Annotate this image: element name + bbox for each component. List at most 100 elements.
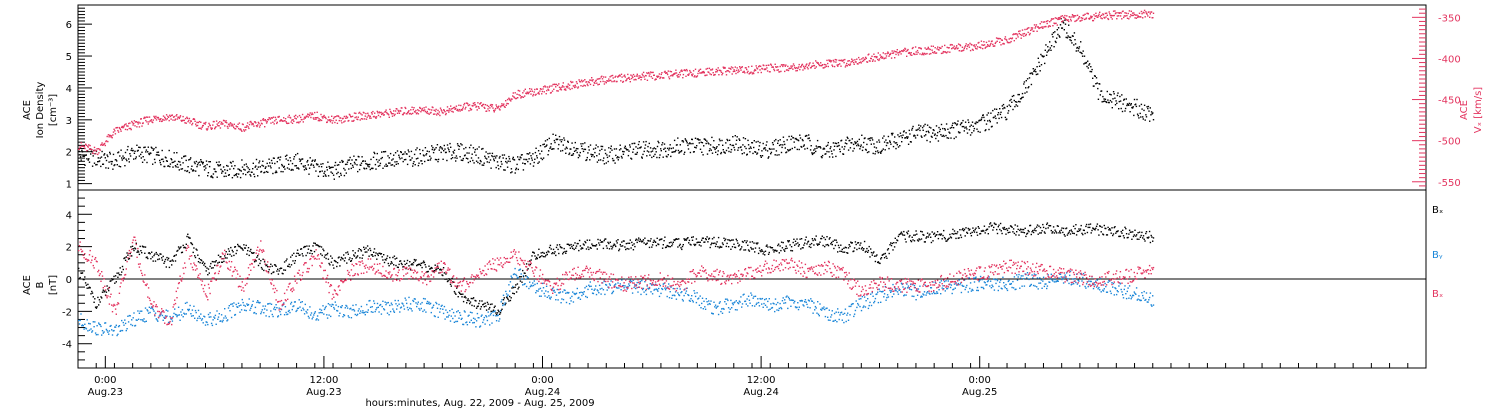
data-point — [793, 141, 795, 143]
data-point — [767, 253, 770, 255]
data-point — [877, 58, 879, 61]
density-tick-label: 5 — [66, 52, 72, 63]
data-point — [830, 60, 833, 62]
data-point — [717, 150, 719, 152]
data-point — [437, 109, 439, 112]
data-point — [821, 64, 824, 66]
data-point — [787, 150, 790, 152]
data-point — [535, 147, 537, 149]
data-point — [109, 151, 111, 154]
data-point — [146, 121, 148, 123]
data-point — [703, 145, 705, 147]
data-point — [602, 80, 604, 83]
data-point — [1013, 99, 1015, 102]
data-point — [361, 156, 363, 158]
data-point — [167, 115, 169, 118]
data-point — [627, 73, 629, 76]
data-point — [290, 256, 292, 258]
data-point — [429, 159, 432, 161]
data-point — [883, 141, 886, 143]
data-point — [79, 154, 81, 156]
data-point — [931, 49, 933, 51]
data-point — [886, 249, 889, 251]
data-point — [1074, 43, 1077, 45]
data-point — [377, 165, 380, 167]
data-point — [1046, 222, 1049, 224]
data-point — [123, 125, 125, 127]
data-point — [1026, 91, 1028, 93]
data-point — [827, 65, 829, 68]
data-point — [977, 226, 979, 228]
data-point — [449, 279, 451, 281]
data-point — [515, 97, 518, 100]
data-point — [1152, 237, 1155, 239]
data-point — [553, 252, 555, 255]
data-point — [873, 143, 875, 145]
data-point — [578, 154, 580, 156]
data-point — [261, 123, 263, 125]
data-point — [661, 238, 663, 240]
data-point — [519, 94, 521, 97]
data-point — [452, 281, 455, 283]
data-point — [500, 160, 502, 163]
data-point — [219, 121, 221, 123]
data-point — [585, 241, 587, 244]
data-point — [1021, 34, 1023, 37]
data-point — [152, 121, 154, 124]
data-point — [715, 151, 717, 153]
data-point — [975, 47, 977, 50]
data-point — [379, 253, 382, 255]
data-point — [352, 250, 354, 252]
data-point — [931, 136, 933, 138]
data-point — [446, 106, 449, 108]
data-point — [452, 281, 454, 283]
data-point — [220, 168, 222, 171]
data-point — [692, 236, 694, 238]
data-point — [343, 174, 346, 177]
data-point — [492, 107, 494, 109]
data-point — [1116, 230, 1118, 233]
data-point — [988, 40, 990, 42]
data-point — [957, 47, 959, 49]
data-point — [618, 249, 620, 252]
data-point — [313, 118, 315, 120]
data-point — [856, 58, 858, 60]
density-tick-label: 6 — [66, 20, 72, 31]
data-point — [558, 244, 561, 246]
data-point — [622, 150, 624, 153]
data-point — [577, 242, 579, 245]
data-point — [1117, 12, 1119, 14]
data-point — [1032, 229, 1034, 232]
data-point — [906, 231, 908, 234]
data-point — [919, 53, 921, 55]
data-point — [562, 144, 564, 146]
data-point — [456, 109, 458, 111]
data-point — [217, 125, 219, 127]
data-point — [780, 144, 782, 146]
data-point — [373, 248, 376, 250]
data-point — [394, 152, 397, 154]
data-point — [426, 271, 428, 273]
data-point — [942, 234, 944, 237]
data-point — [946, 137, 948, 139]
data-point — [118, 165, 120, 167]
data-point — [515, 291, 518, 293]
data-point — [474, 104, 476, 106]
data-point — [349, 257, 351, 259]
data-point — [638, 77, 640, 79]
data-point — [1004, 38, 1006, 40]
data-point — [867, 249, 870, 252]
data-point — [454, 292, 456, 294]
data-point — [618, 74, 621, 76]
data-point — [991, 224, 993, 227]
data-point — [1042, 226, 1045, 229]
data-point — [998, 224, 1000, 226]
data-point — [351, 159, 353, 161]
data-point — [530, 93, 532, 95]
data-point — [239, 128, 242, 130]
data-point — [350, 163, 352, 165]
data-point — [544, 256, 546, 258]
data-point — [1080, 20, 1082, 22]
data-point — [185, 159, 187, 162]
data-point — [931, 231, 933, 233]
